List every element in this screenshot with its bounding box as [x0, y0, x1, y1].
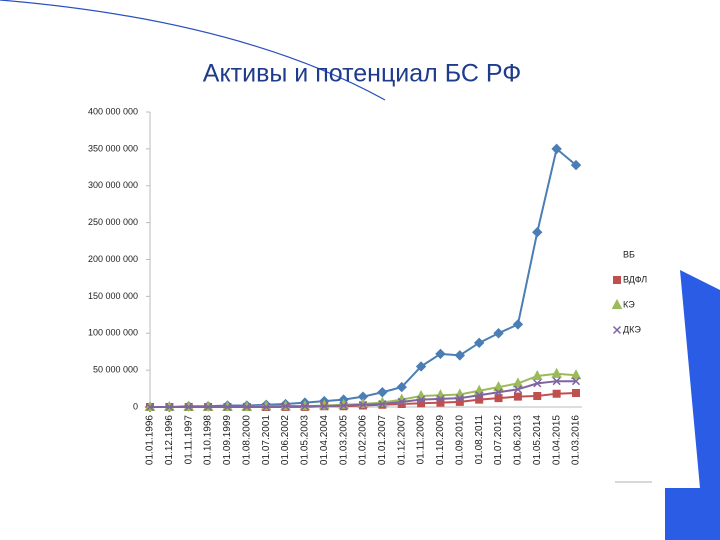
x-tick-label: 01.01.1996 [145, 415, 156, 465]
marker [184, 402, 193, 412]
marker [611, 298, 623, 309]
marker [533, 391, 542, 400]
x-tick-label: 01.02.2006 [358, 415, 369, 465]
marker [455, 394, 464, 403]
x-tick-label: 01.03.2005 [338, 415, 349, 465]
marker [455, 397, 464, 406]
x-tick-label: 01.08.2011 [474, 415, 485, 465]
marker [475, 391, 484, 400]
legend-label: ВБ [623, 249, 635, 259]
marker [415, 361, 427, 372]
marker [300, 402, 309, 411]
y-tick-label: 100 000 000 [88, 328, 138, 338]
marker [493, 328, 504, 339]
y-tick-label: 250 000 000 [88, 217, 138, 227]
y-tick-label: 350 000 000 [88, 143, 138, 153]
marker [436, 394, 445, 403]
x-tick-label: 01.11.2008 [416, 415, 427, 465]
x-tick-label: 01.07.2012 [493, 415, 504, 465]
x-tick-label: 01.06.2002 [280, 415, 291, 465]
x-tick-label: 01.09.2010 [454, 415, 465, 465]
x-tick-label: 01.05.2003 [300, 415, 311, 465]
chart-title: Активы и потенциал БС РФ [203, 60, 521, 88]
x-tick-label: 01.10.1998 [203, 415, 214, 465]
legend-label: ВДФЛ [623, 274, 647, 284]
decor-shape [665, 270, 720, 540]
marker [512, 377, 524, 388]
x-tick-label: 01.12.2007 [396, 415, 407, 465]
marker [533, 379, 542, 388]
marker [339, 401, 348, 410]
x-tick-label: 01.07.2001 [261, 415, 272, 465]
marker [551, 367, 562, 378]
x-tick-label: 01.05.2014 [532, 415, 543, 465]
marker [570, 159, 582, 171]
decor-arc [0, 0, 386, 101]
marker [165, 402, 174, 412]
marker [377, 387, 388, 398]
marker [552, 377, 561, 386]
x-tick-label: 01.04.2015 [551, 415, 562, 465]
marker [513, 385, 522, 394]
marker [262, 402, 271, 412]
x-tick-label: 01.08.2000 [241, 415, 252, 465]
marker [320, 402, 329, 411]
y-tick-label: 0 [133, 401, 138, 411]
marker [358, 400, 368, 409]
x-tick-label: 01.09.1999 [222, 415, 233, 465]
y-tick-label: 150 000 000 [88, 291, 138, 301]
y-tick-label: 400 000 000 [88, 106, 138, 116]
marker [204, 402, 213, 412]
marker [397, 397, 406, 406]
marker [494, 388, 503, 397]
series-line [150, 147, 577, 408]
marker [571, 377, 581, 386]
marker [435, 348, 446, 360]
marker [551, 143, 562, 155]
legend-label: КЭ [623, 299, 635, 309]
marker [570, 369, 582, 380]
x-tick-label: 01.12.1996 [164, 415, 175, 465]
marker [512, 319, 524, 330]
x-tick-label: 01.11.1997 [183, 415, 194, 465]
marker [531, 369, 543, 381]
marker [572, 388, 580, 397]
marker [436, 398, 445, 407]
x-tick-label: 01.10.2009 [435, 415, 446, 465]
x-tick-label: 01.04.2004 [319, 415, 330, 465]
marker [454, 350, 466, 361]
y-tick-label: 200 000 000 [88, 254, 138, 264]
marker [612, 325, 622, 335]
y-tick-label: 300 000 000 [88, 180, 138, 190]
marker [513, 392, 522, 401]
marker [473, 337, 485, 349]
x-tick-label: 01.01.2007 [377, 415, 388, 465]
marker [493, 381, 504, 392]
marker [532, 227, 543, 238]
marker [281, 402, 290, 411]
marker [378, 400, 387, 409]
marker [552, 389, 561, 398]
marker [223, 402, 232, 412]
marker [417, 395, 426, 404]
y-tick-label: 50 000 000 [93, 365, 138, 375]
marker [145, 402, 155, 412]
legend-label: ДКЭ [623, 324, 641, 334]
marker [242, 402, 251, 412]
marker [613, 276, 621, 284]
marker [396, 381, 407, 393]
x-tick-label: 01.06.2013 [513, 415, 524, 465]
x-tick-label: 01.03.2016 [571, 415, 582, 465]
marker [494, 394, 503, 403]
